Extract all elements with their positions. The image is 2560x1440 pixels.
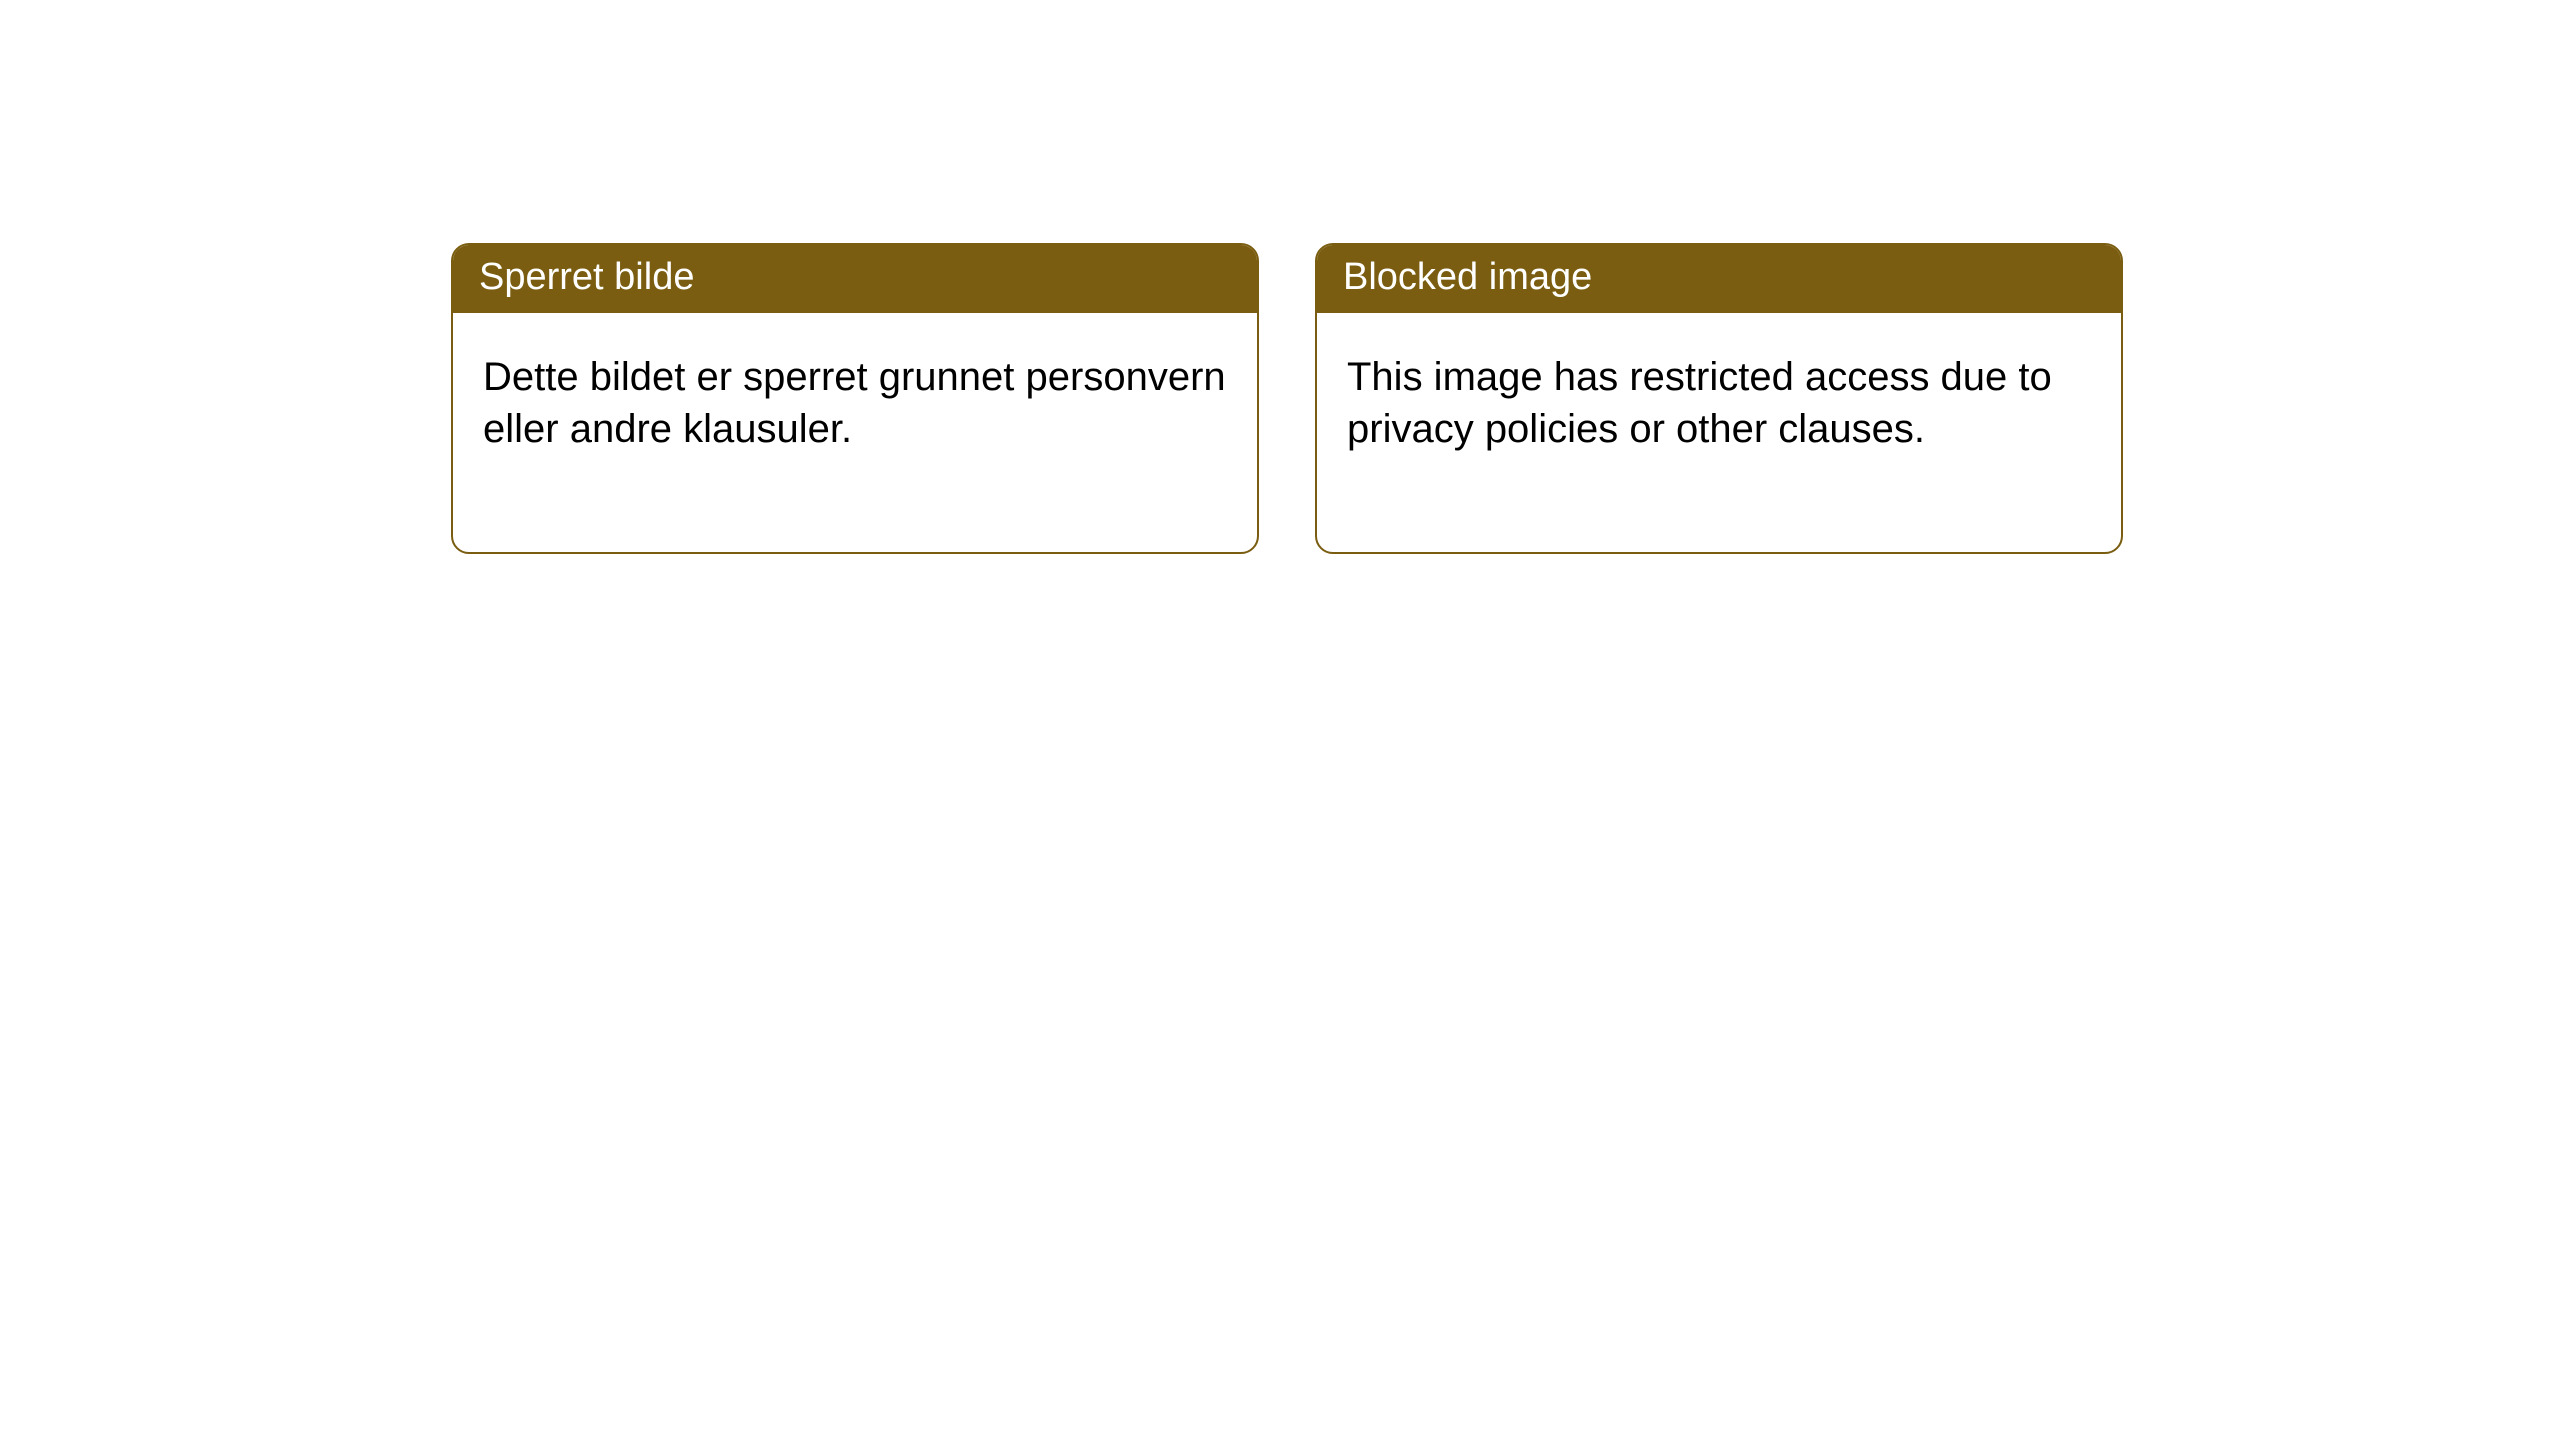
card-header: Sperret bilde [453, 245, 1257, 313]
card-body: This image has restricted access due to … [1317, 313, 2121, 553]
cards-container: Sperret bilde Dette bildet er sperret gr… [0, 0, 2560, 554]
blocked-image-card-en: Blocked image This image has restricted … [1315, 243, 2123, 554]
blocked-image-card-no: Sperret bilde Dette bildet er sperret gr… [451, 243, 1259, 554]
card-header: Blocked image [1317, 245, 2121, 313]
card-body: Dette bildet er sperret grunnet personve… [453, 313, 1257, 553]
